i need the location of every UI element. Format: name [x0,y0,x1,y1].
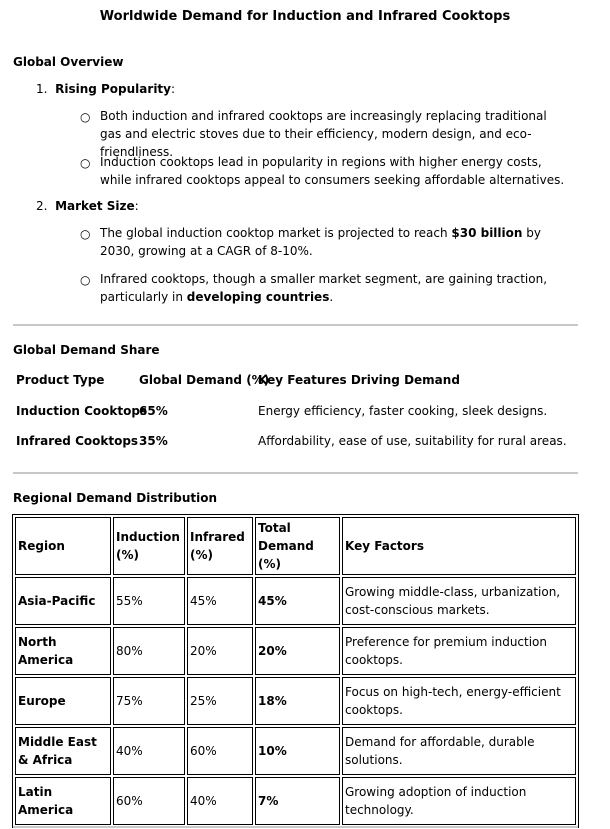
table-cell: Asia-Pacific [15,577,111,625]
list-item-rising-popularity: 1. Rising Popularity: [36,82,176,96]
table-cell: 7% [255,777,340,825]
table-row: Asia-Pacific 55% 45% 45% Growing middle-clas… [15,577,576,625]
table-cell: Focus on high-tech, energy-efficient coo… [342,677,576,725]
table-cell: 18% [255,677,340,725]
share-header: Global Demand (%) [139,373,270,387]
table-cell: North America [15,627,111,675]
table-header-row: Region Induction (%) Infrared (%) Total … [15,517,576,575]
table-cell: Growing adoption of induction technology… [342,777,576,825]
bullet-text: The global induction cooktop market is p… [100,226,541,258]
table-cell: Latin America [15,777,111,825]
table-row: Latin America 60% 40% 7% Growing adoption of… [15,777,576,825]
share-header: Product Type [16,373,105,387]
list-item-market-size: 2. Market Size: [36,199,139,213]
table-cell: Induction (%) [113,517,185,575]
table-cell: 20% [255,627,340,675]
table-cell: 60% [187,727,253,775]
share-header: Key Features Driving Demand [258,373,460,387]
share-cell: 65% [139,404,168,418]
table-cell: 10% [255,727,340,775]
share-cell: 35% [139,434,168,448]
table-cell: Key Factors [342,517,576,575]
share-cell: Affordability, ease of use, suitability … [258,434,567,448]
divider [13,324,578,326]
table-cell: Region [15,517,111,575]
regional-table: Region Induction (%) Infrared (%) Total … [12,514,579,828]
share-cell: Induction Cooktops [16,404,148,418]
table-cell: 45% [255,577,340,625]
bullet-icon: ○ [80,227,91,241]
table-cell: 75% [113,677,185,725]
divider [13,826,578,828]
table-row: North America 80% 20% 20% Preference for pre… [15,627,576,675]
divider [13,472,578,474]
table-cell: 55% [113,577,185,625]
bullet-text: Both induction and infrared cooktops are… [100,109,547,159]
section-heading-share: Global Demand Share [13,343,160,357]
table-cell: 80% [113,627,185,675]
bullet-icon: ○ [80,156,91,170]
bullet-text: Induction cooktops lead in popularity in… [100,155,565,187]
table-cell: 25% [187,677,253,725]
table-cell: 60% [113,777,185,825]
document-title: Worldwide Demand for Induction and Infra… [99,9,511,24]
table-cell: Preference for premium induction cooktop… [342,627,576,675]
table-cell: 45% [187,577,253,625]
table-cell: Infrared (%) [187,517,253,575]
table-cell: 40% [187,777,253,825]
table-cell: Total Demand (%) [255,517,340,575]
table-cell: Middle East & Africa [15,727,111,775]
table-cell: Growing middle-class, urbanization, cost… [342,577,576,625]
bullet-icon: ○ [80,110,91,124]
table-row: Middle East & Africa 40% 60% 10% Demand for … [15,727,576,775]
bullet-text: Infrared cooktops, though a smaller mark… [100,272,548,304]
share-cell: Energy efficiency, faster cooking, sleek… [258,404,548,418]
section-heading-overview: Global Overview [13,55,124,69]
table-cell: Europe [15,677,111,725]
table-cell: 20% [187,627,253,675]
bullet-icon: ○ [80,273,91,287]
table-cell: Demand for affordable, durable solutions… [342,727,576,775]
section-heading-regional: Regional Demand Distribution [13,491,218,505]
table-cell: 40% [113,727,185,775]
share-cell: Infrared Cooktops [16,434,139,448]
table-row: Europe 75% 25% 18% Focus on high-tech, energ… [15,677,576,725]
